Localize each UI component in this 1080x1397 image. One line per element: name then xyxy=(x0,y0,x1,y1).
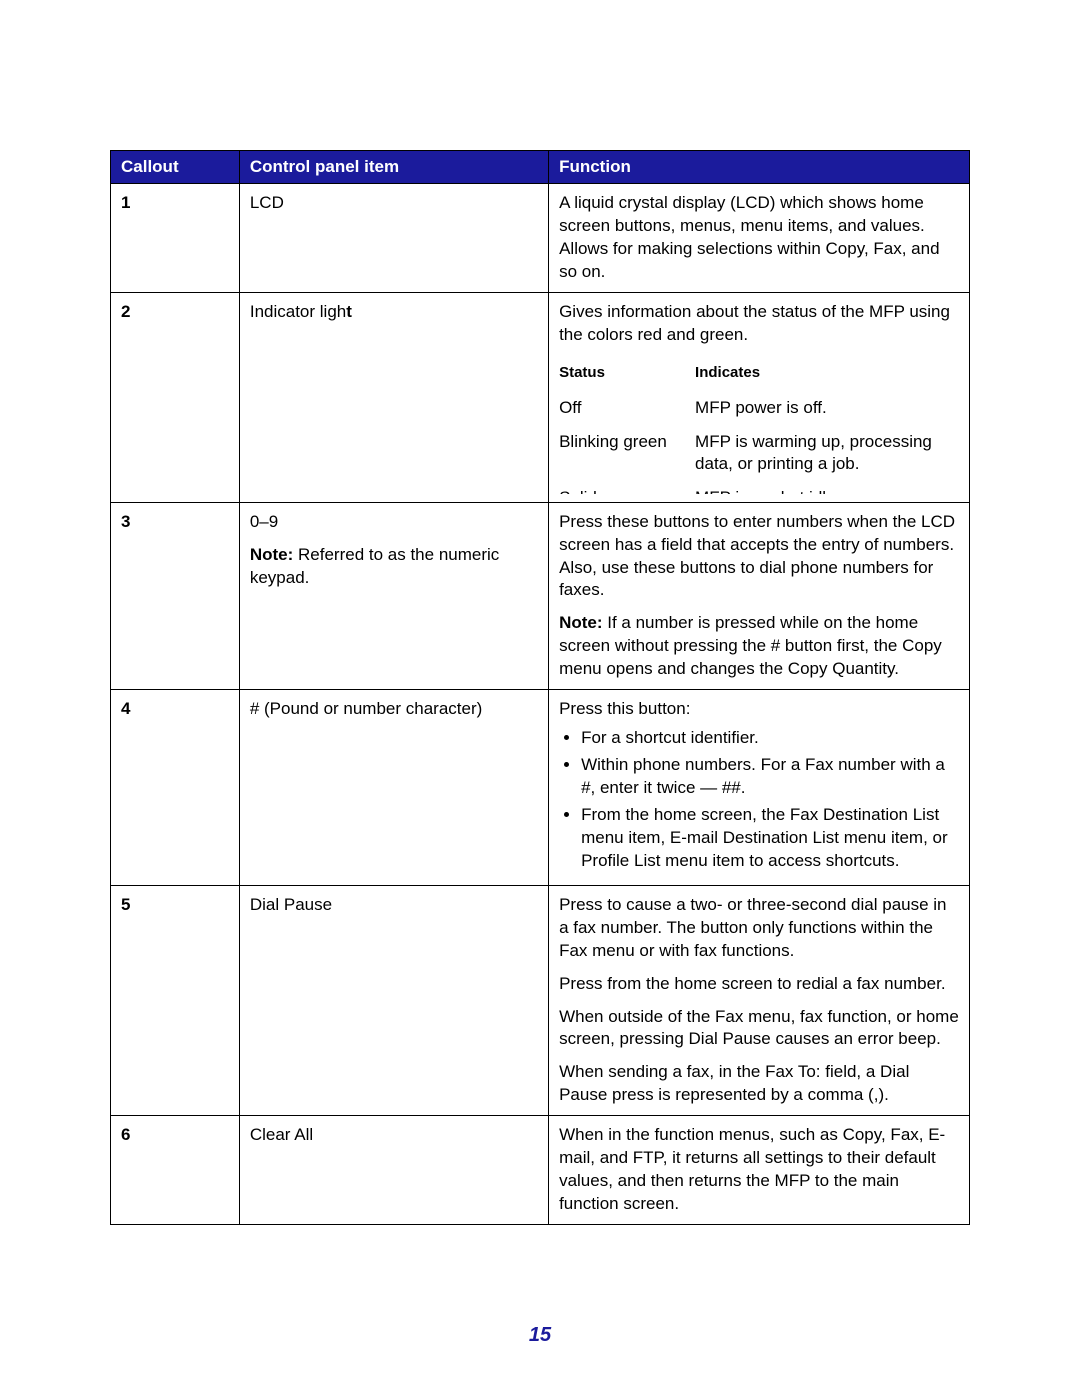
function-intro: Gives information about the status of th… xyxy=(559,301,959,347)
function-cell: A liquid crystal display (LCD) which sho… xyxy=(549,184,970,293)
page-number: 15 xyxy=(0,1324,1080,1347)
table-row: 4 # (Pound or number character) Press th… xyxy=(111,690,970,886)
header-item: Control panel item xyxy=(239,151,548,184)
item-cell: LCD xyxy=(239,184,548,293)
callout-cell: 2 xyxy=(111,292,240,502)
item-cell: Indicator light xyxy=(239,292,548,502)
item-cell: Clear All xyxy=(239,1116,548,1225)
function-cell: When in the function menus, such as Copy… xyxy=(549,1116,970,1225)
function-cell: Press to cause a two- or three-second di… xyxy=(549,885,970,1116)
status-table: Status Indicates Off MFP power is off. xyxy=(559,359,959,494)
table-header-row: Callout Control panel item Function xyxy=(111,151,970,184)
item-note: Note: Referred to as the numeric keypad. xyxy=(250,544,538,590)
page-content: Callout Control panel item Function 1 LC… xyxy=(0,0,1080,1285)
note-label: Note: xyxy=(250,545,293,564)
item-cell: # (Pound or number character) xyxy=(239,690,548,886)
function-cell: Press this button: For a shortcut identi… xyxy=(549,690,970,886)
bullet-item: Within phone numbers. For a Fax number w… xyxy=(581,754,959,800)
header-function: Function xyxy=(549,151,970,184)
function-para: When outside of the Fax menu, fax functi… xyxy=(559,1006,959,1052)
status-row: Blinking green MFP is warming up, proces… xyxy=(559,425,959,481)
status-header-row: Status Indicates xyxy=(559,359,959,391)
table-row: 2 Indicator light Gives information abou… xyxy=(111,292,970,502)
function-note: Note: If a number is pressed while on th… xyxy=(559,612,959,681)
table-row: 6 Clear All When in the function menus, … xyxy=(111,1116,970,1225)
callout-cell: 5 xyxy=(111,885,240,1116)
status-table-wrap: Status Indicates Off MFP power is off. xyxy=(559,359,959,494)
status-cell: Off xyxy=(559,391,695,425)
function-para: When sending a fax, in the Fax To: field… xyxy=(559,1061,959,1107)
indicates-cell: MFP is warming up, processing data, or p… xyxy=(695,425,959,481)
status-row: Off MFP power is off. xyxy=(559,391,959,425)
indicates-cell: MFP power is off. xyxy=(695,391,959,425)
status-cell: Solid green xyxy=(559,481,695,493)
callout-cell: 3 xyxy=(111,502,240,690)
item-cell: 0–9 Note: Referred to as the numeric key… xyxy=(239,502,548,690)
status-header-status: Status xyxy=(559,359,695,391)
function-para: Press these buttons to enter numbers whe… xyxy=(559,511,959,603)
header-callout: Callout xyxy=(111,151,240,184)
bullet-item: For a shortcut identifier. xyxy=(581,727,959,750)
bullet-item: From the home screen, the Fax Destinatio… xyxy=(581,804,959,873)
callout-cell: 6 xyxy=(111,1116,240,1225)
status-header-indicates: Indicates xyxy=(695,359,959,391)
table-row: 5 Dial Pause Press to cause a two- or th… xyxy=(111,885,970,1116)
indicates-cell: MFP is on, but idle. xyxy=(695,481,959,493)
item-text-bold: t xyxy=(346,302,352,321)
function-cell: Press these buttons to enter numbers whe… xyxy=(549,502,970,690)
table-row: 3 0–9 Note: Referred to as the numeric k… xyxy=(111,502,970,690)
callout-cell: 4 xyxy=(111,690,240,886)
item-cell: Dial Pause xyxy=(239,885,548,1116)
item-line1: 0–9 xyxy=(250,511,538,534)
bullet-list: For a shortcut identifier. Within phone … xyxy=(559,727,959,873)
note-text: If a number is pressed while on the home… xyxy=(559,613,942,678)
callout-cell: 1 xyxy=(111,184,240,293)
function-para: Press to cause a two- or three-second di… xyxy=(559,894,959,963)
table-row: 1 LCD A liquid crystal display (LCD) whi… xyxy=(111,184,970,293)
note-label: Note: xyxy=(559,613,602,632)
function-para: Press from the home screen to redial a f… xyxy=(559,973,959,996)
function-cell: Gives information about the status of th… xyxy=(549,292,970,502)
control-panel-table: Callout Control panel item Function 1 LC… xyxy=(110,150,970,1225)
status-row: Solid green MFP is on, but idle. xyxy=(559,481,959,493)
item-text: Indicator ligh xyxy=(250,302,346,321)
status-cell: Blinking green xyxy=(559,425,695,481)
function-intro: Press this button: xyxy=(559,698,959,721)
